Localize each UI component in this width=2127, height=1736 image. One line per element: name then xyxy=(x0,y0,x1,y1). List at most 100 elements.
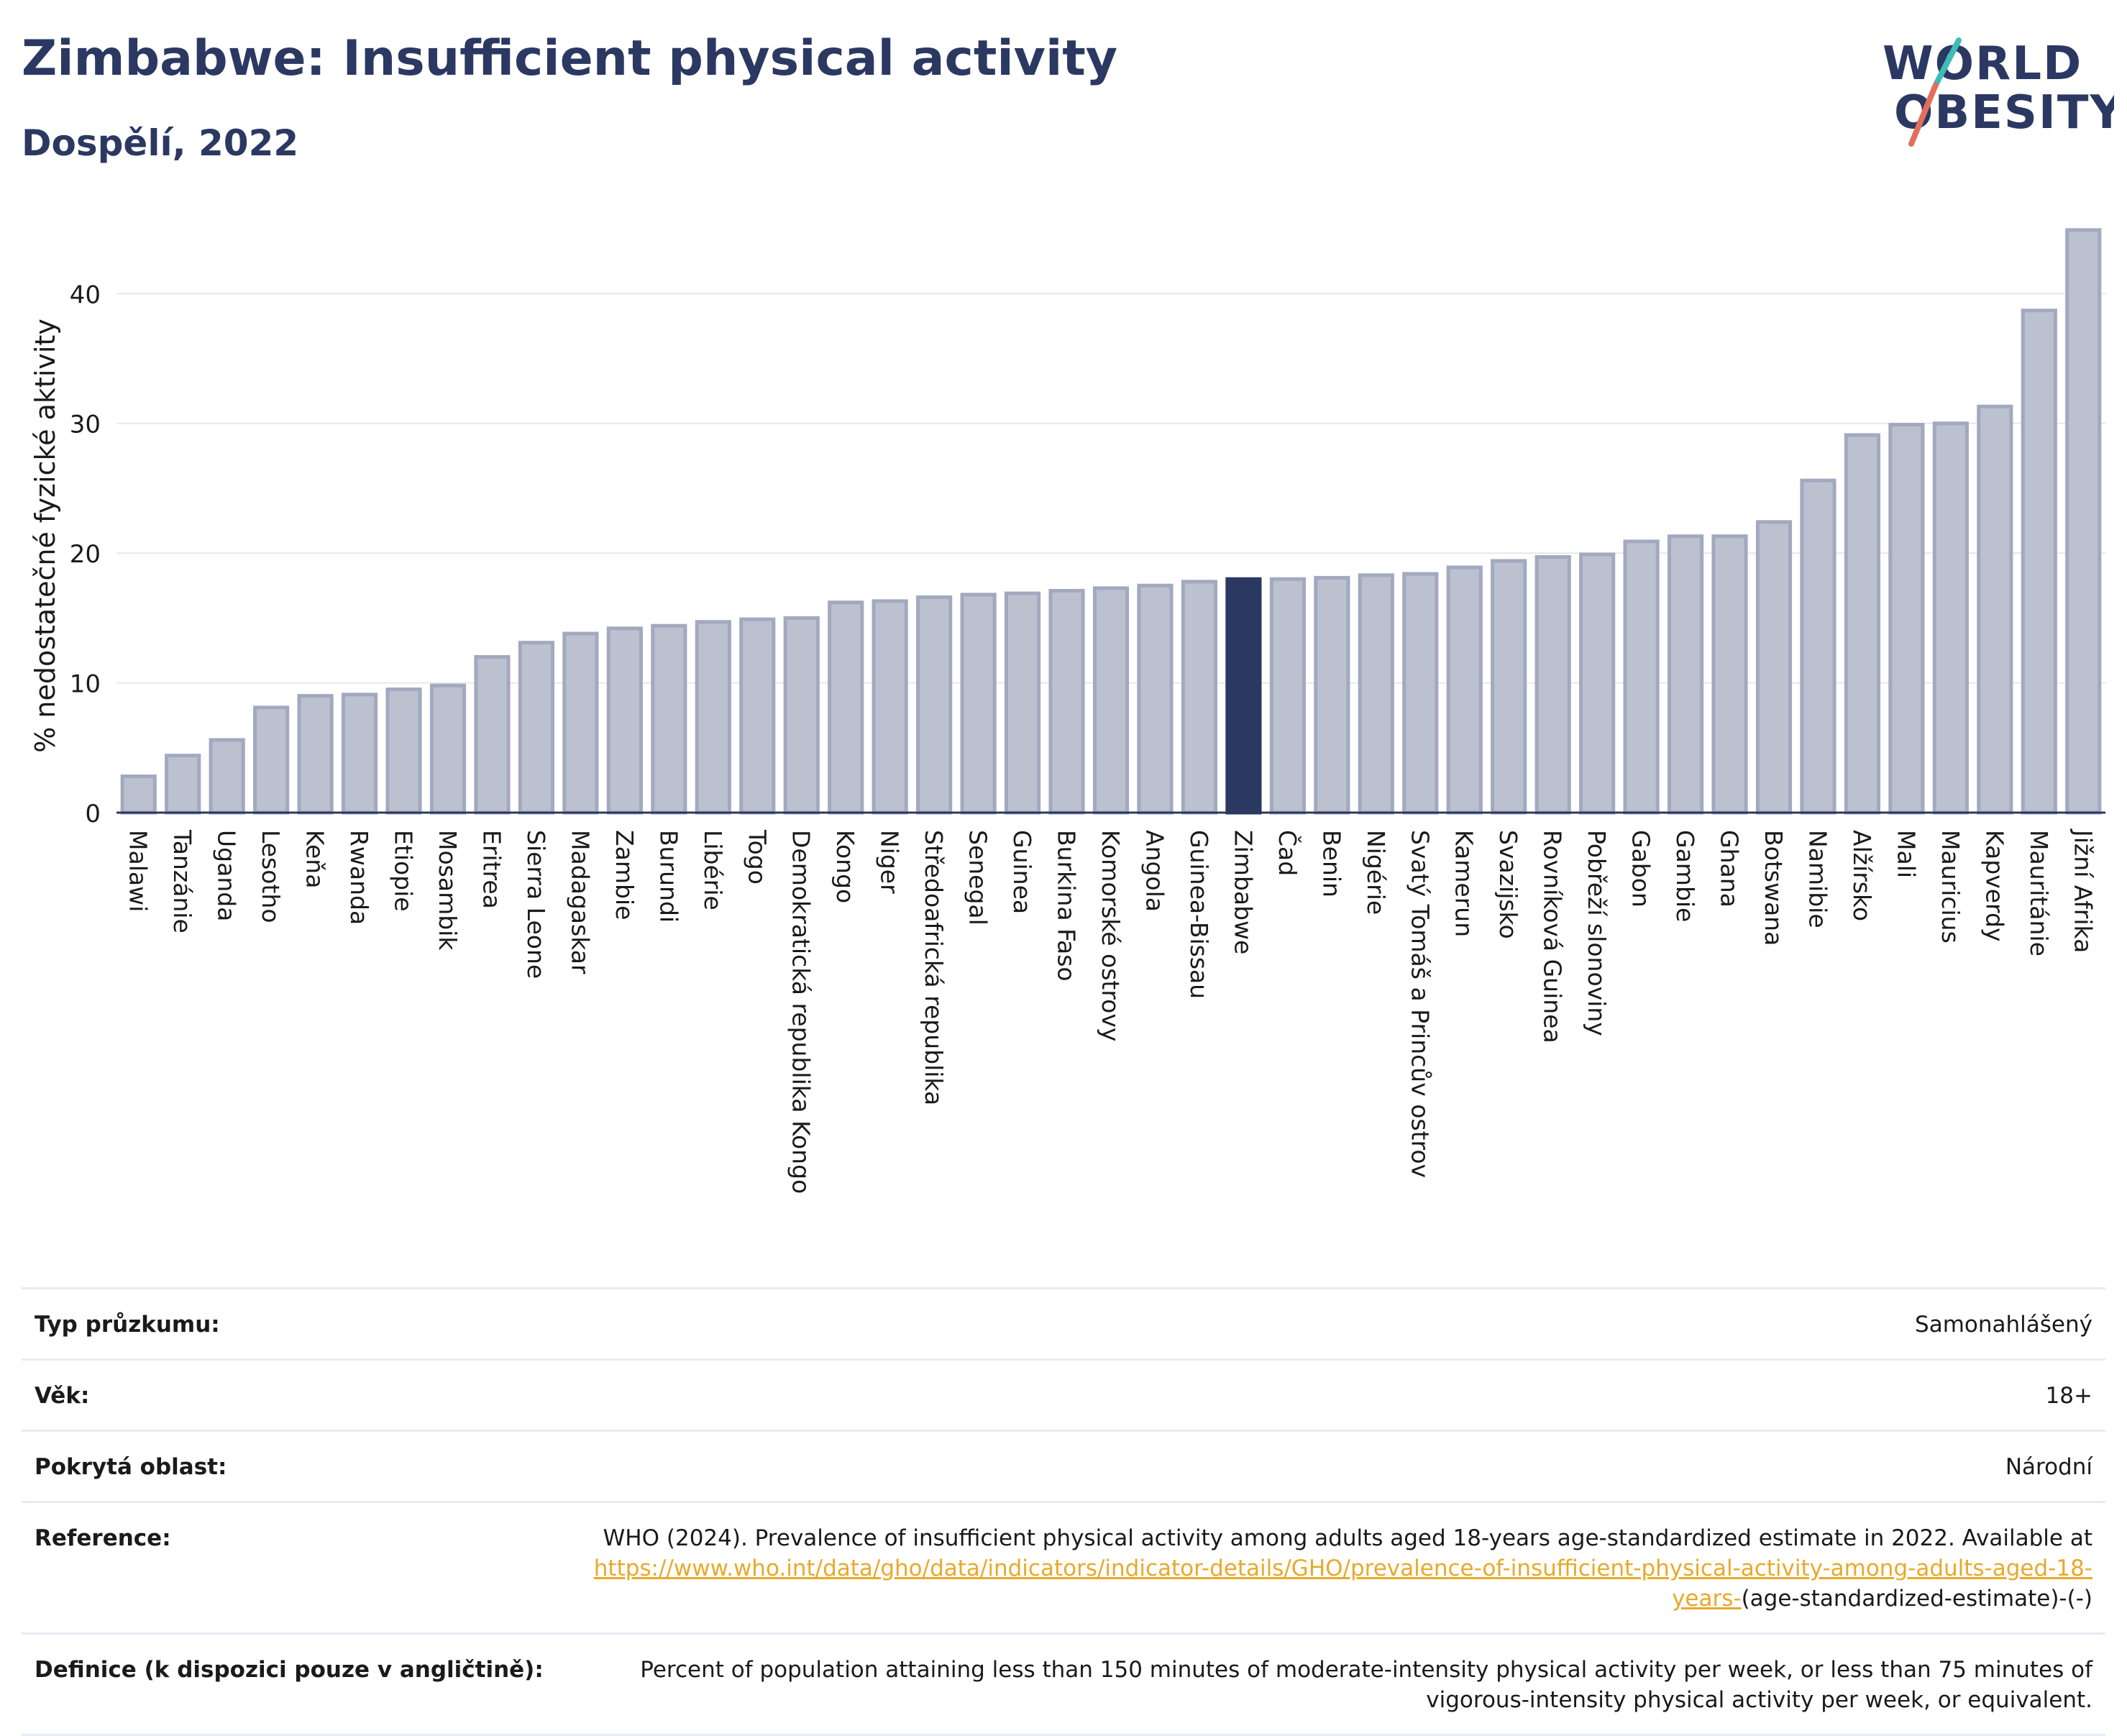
x-tick-label: Uganda xyxy=(213,830,241,921)
bar xyxy=(916,595,953,815)
x-tick-label: Jižní Afrika xyxy=(2069,828,2097,953)
x-tick-label: Kongo xyxy=(831,830,859,903)
bar xyxy=(474,654,511,815)
bar xyxy=(297,694,334,815)
bar xyxy=(1402,572,1439,815)
x-tick-label: Rovníková Guinea xyxy=(1539,830,1567,1043)
bar xyxy=(429,683,467,815)
info-row-definition: Definice (k dispozici pouze v angličtině… xyxy=(22,1632,2105,1736)
survey-type-value: Samonahlášený xyxy=(1915,1312,2092,1338)
bar xyxy=(209,738,245,815)
x-tick-label: Nigérie xyxy=(1362,830,1390,915)
x-tick-label: Demokratická republika Kongo xyxy=(787,830,815,1194)
x-tick-label: Etiopie xyxy=(390,830,418,912)
bar xyxy=(1181,580,1218,815)
bar xyxy=(828,600,864,815)
bar xyxy=(120,774,157,815)
survey-type-label: Typ průzkumu: xyxy=(35,1312,220,1338)
bar xyxy=(872,599,908,815)
y-tick-label: 40 xyxy=(70,280,101,309)
x-tick-label: Togo xyxy=(743,829,771,885)
bar xyxy=(960,593,997,815)
definition-label: Definice (k dispozici pouze v angličtině… xyxy=(35,1657,544,1683)
bar xyxy=(1004,591,1041,815)
info-table: Typ průzkumu: Samonahlášený Věk: 18+ Pok… xyxy=(22,1287,2105,1736)
bar xyxy=(1667,534,1704,815)
info-row-age: Věk: 18+ xyxy=(22,1358,2105,1430)
bar xyxy=(1092,586,1130,815)
bar xyxy=(1446,565,1483,815)
bar xyxy=(1358,573,1394,815)
bar xyxy=(165,754,201,815)
bar xyxy=(1048,588,1085,815)
x-tick-label: Botswana xyxy=(1760,830,1788,946)
logo-slash-teal xyxy=(1933,37,1962,88)
bar xyxy=(1977,404,2013,815)
x-tick-label: Namibie xyxy=(1803,830,1831,928)
x-tick-label: Kapverdy xyxy=(1980,830,2008,942)
x-tick-label: Keňa xyxy=(301,830,329,888)
bar xyxy=(1137,583,1174,815)
bar xyxy=(1225,577,1262,815)
x-tick-label: Guinea xyxy=(1008,830,1036,914)
reference-label: Reference: xyxy=(35,1525,171,1551)
bar xyxy=(1314,575,1350,815)
y-axis-ticks: 0 10 20 30 40 xyxy=(70,280,101,828)
bar xyxy=(2021,309,2057,815)
x-tick-label: Gabon xyxy=(1627,830,1655,908)
bar xyxy=(1579,552,1616,815)
x-tick-label: Svatý Tomáš a Princův ostrov xyxy=(1406,830,1434,1178)
x-tick-label: Komorské ostrovy xyxy=(1097,830,1125,1041)
definition-value: Percent of population attaining less tha… xyxy=(640,1657,2092,1713)
x-tick-label: Ghana xyxy=(1716,830,1744,908)
page-title: Zimbabwe: Insufficient physical activity xyxy=(22,30,1118,87)
x-tick-label: Pobřeží slonoviny xyxy=(1583,830,1611,1036)
x-tick-label: Eritrea xyxy=(477,830,506,909)
coverage-label: Pokrytá oblast: xyxy=(35,1454,227,1480)
x-tick-label: Zambie xyxy=(610,830,639,920)
x-tick-label: Malawi xyxy=(124,830,152,912)
x-tick-label: Mauritánie xyxy=(2025,830,2053,956)
bar xyxy=(1623,539,1660,815)
bar-chart: 0 10 20 30 40 Malawi Tanzánie Uganda Lesotho Keň… xyxy=(29,228,2105,1194)
x-tick-label: Sierra Leone xyxy=(522,830,550,979)
x-tick-label: Burkina Faso xyxy=(1053,830,1081,982)
bar xyxy=(253,705,290,815)
y-tick-label: 30 xyxy=(70,411,101,439)
bar xyxy=(783,616,820,815)
x-tick-label: Mauricius xyxy=(1936,830,1964,944)
bar xyxy=(1269,577,1306,815)
bar xyxy=(739,617,776,815)
x-tick-label: Středoafrická republika xyxy=(920,830,948,1105)
x-tick-label: Kamerun xyxy=(1450,830,1478,937)
x-tick-label: Čad xyxy=(1273,830,1302,876)
age-label: Věk: xyxy=(35,1383,90,1409)
x-tick-label: Benin xyxy=(1317,830,1345,897)
x-tick-label: Angola xyxy=(1140,830,1168,912)
bar xyxy=(1932,421,1969,815)
bar xyxy=(1888,423,1925,815)
x-tick-label: Svazijsko xyxy=(1494,830,1522,939)
x-tick-label: Zimbabwe xyxy=(1229,830,1257,954)
info-row-reference: Reference: WHO (2024). Prevalence of ins… xyxy=(22,1501,2105,1632)
x-tick-label: Rwanda xyxy=(345,830,373,925)
x-tick-label: Alžírsko xyxy=(1848,830,1876,921)
bar xyxy=(695,620,731,815)
logo-word-world: WORLD xyxy=(1883,37,2082,91)
x-tick-label: Madagaskar xyxy=(566,830,594,974)
world-obesity-logo: WORLD OBESITY xyxy=(1883,37,2114,147)
page-subtitle: Dospělí, 2022 xyxy=(22,122,299,164)
bar xyxy=(606,626,643,815)
bar xyxy=(1844,433,1881,815)
info-row-survey: Typ průzkumu: Samonahlášený xyxy=(22,1287,2105,1358)
coverage-value: Národní xyxy=(2005,1454,2092,1480)
bar xyxy=(518,641,555,815)
bars xyxy=(120,228,2102,815)
logo-slash-coral xyxy=(1908,82,1939,147)
y-tick-label: 0 xyxy=(85,800,101,828)
bar xyxy=(1491,559,1527,815)
x-tick-label: Guinea-Bissau xyxy=(1185,830,1213,999)
bar xyxy=(1534,555,1571,815)
reference-link[interactable]: https://www.who.int/data/gho/data/indica… xyxy=(593,1555,2092,1612)
bar xyxy=(562,631,599,815)
